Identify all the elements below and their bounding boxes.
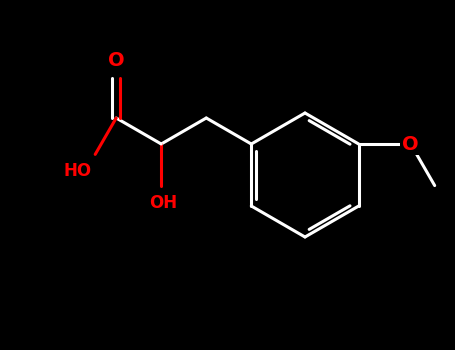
Text: OH: OH [149, 194, 177, 212]
Text: O: O [402, 134, 419, 154]
Text: O: O [108, 51, 125, 70]
Text: HO: HO [63, 162, 91, 180]
